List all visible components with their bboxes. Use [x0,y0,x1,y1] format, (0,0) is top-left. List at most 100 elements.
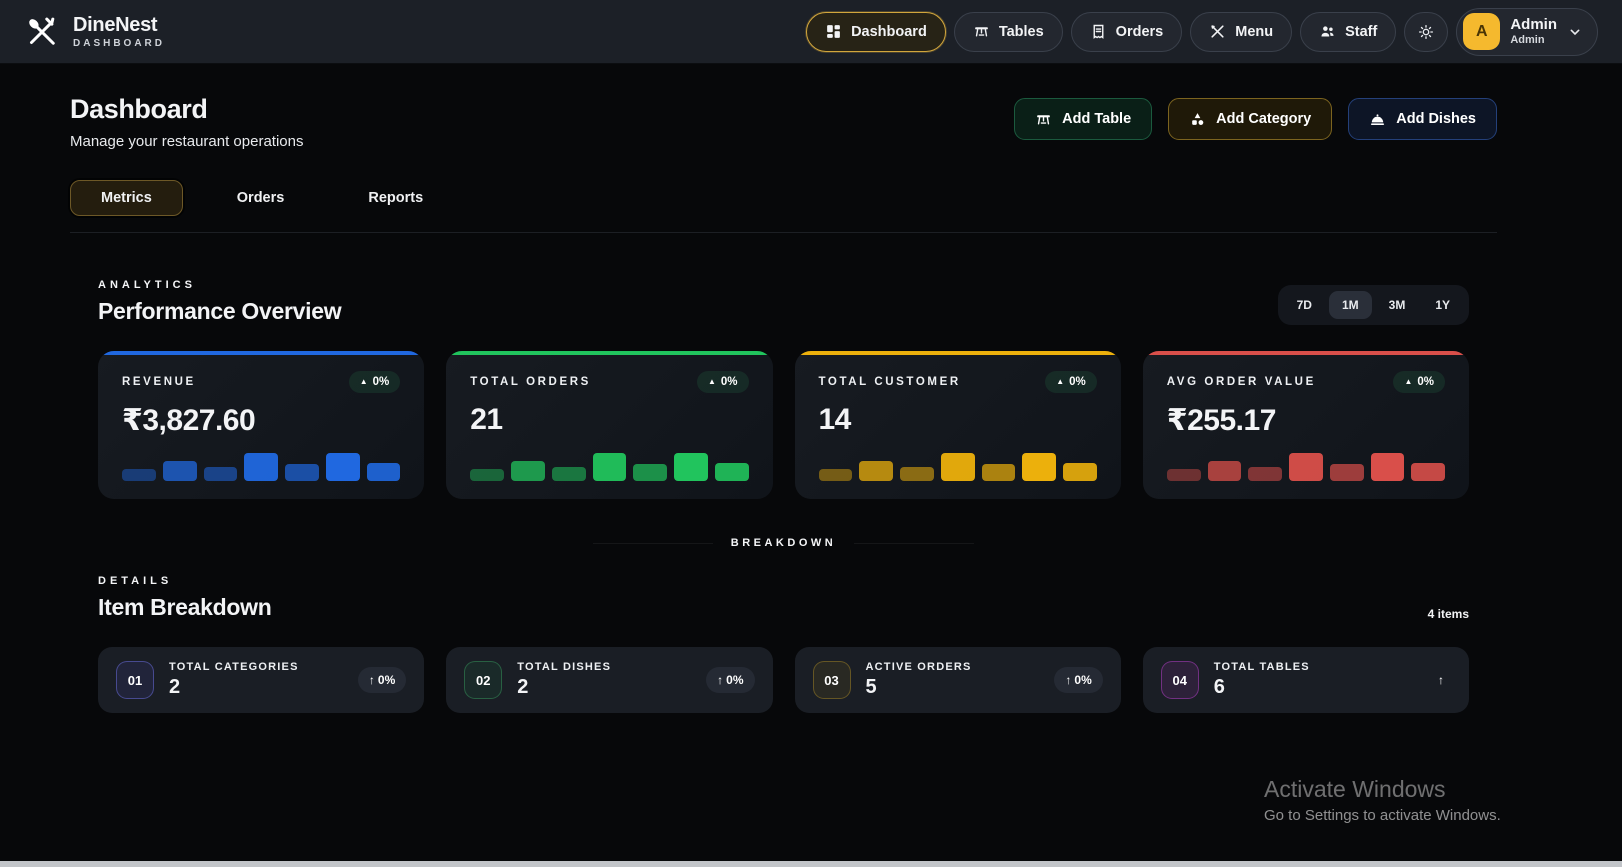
up-arrow-icon: ↑ [717,673,724,687]
profile-menu[interactable]: A Admin Admin [1456,7,1598,56]
spark-bar [981,463,1016,481]
metric-label: TOTAL CUSTOMER [818,376,961,388]
tab-metrics[interactable]: Metrics [70,180,183,216]
nav-item-label: Dashboard [851,23,927,40]
trend-badge: ↑ 0% [1054,667,1103,693]
metric-label: REVENUE [122,376,196,388]
index-badge: 03 [812,661,851,699]
page-header: Dashboard Manage your restaurant operati… [70,94,1497,150]
range-3m[interactable]: 3M [1388,298,1406,312]
trend-badge: ↑ 0% [706,667,755,693]
brand-name: DineNest [73,14,158,36]
card-accent-line [1142,351,1469,355]
up-triangle-icon: ▲ [359,377,368,386]
spark-bar [633,463,667,481]
trend-badge: ▲ 0% [348,371,401,393]
trend-badge: ↑ [1434,667,1451,693]
nav-item-dashboard[interactable]: Dashboard [806,11,946,52]
metric-card-total-customer: TOTAL CUSTOMER ▲ 0% 14 [794,351,1121,499]
breakdown-text: TOTAL TABLES 6 [1214,661,1310,699]
sparkline-bars [470,453,749,481]
sparkline-bars [1166,453,1445,481]
trend-badge: ▲ 0% [1393,371,1445,393]
nav-item-staff[interactable]: Staff [1300,11,1397,52]
up-arrow-icon: ↑ [1065,673,1072,687]
items-count: 4 items [1427,607,1469,621]
add-category-button[interactable]: Add Category [1168,98,1333,140]
trend-badge: ▲ 0% [1045,371,1097,393]
table-icon [1035,111,1052,128]
breakdown-label: ACTIVE ORDERS [865,661,972,673]
main-content: Dashboard Manage your restaurant operati… [70,94,1497,713]
header-actions: Add Table Add Category Add Dishes [1014,98,1497,140]
index-badge: 04 [1160,661,1199,699]
analytics-section: ANALYTICS Performance Overview 7D 1M 3M … [70,279,1497,499]
nav-item-label: Tables [998,23,1044,40]
spark-bar [470,469,504,481]
card-body: REVENUE ▲ 0% ₹3,827.60 [98,355,424,499]
trend-badge: ▲ 0% [696,371,749,393]
metric-value: ₹3,827.60 [122,404,256,437]
range-1m[interactable]: 1M [1328,291,1372,319]
horizontal-scrollbar[interactable] [0,861,1622,867]
add-dishes-button[interactable]: Add Dishes [1348,98,1497,140]
spark-bar [1248,467,1282,481]
spark-bar [674,453,708,481]
tab-orders[interactable]: Orders [236,190,285,206]
nav-item-tables[interactable]: Tables [953,11,1063,52]
breakdown-value: 6 [1213,676,1225,698]
spark-bar [325,453,360,481]
breakdown-text: TOTAL DISHES 2 [517,661,611,699]
nav-item-menu[interactable]: Menu [1190,11,1293,52]
nav-item-label: Menu [1235,23,1274,40]
up-triangle-icon: ▲ [1056,377,1065,386]
up-triangle-icon: ▲ [1404,377,1413,386]
time-range-selector: 7D 1M 3M 1Y [1277,285,1469,325]
range-1y[interactable]: 1Y [1435,298,1450,312]
breakdown-value: 5 [865,676,877,698]
breakdown-card-total-categories: 01 TOTAL CATEGORIES 2 ↑ 0% [98,647,425,713]
metric-card-total-orders: TOTAL ORDERS ▲ 0% 21 [446,351,773,499]
trend-value: 0% [1074,673,1092,687]
trend-value: 0% [726,673,744,687]
nav-item-orders[interactable]: Orders [1070,11,1183,52]
up-arrow-icon: ↑ [368,673,375,687]
spark-bar [511,461,545,481]
chevron-down-icon [1567,24,1583,40]
spark-bar [1329,463,1364,481]
breakdown-divider: BREAKDOWN [70,537,1497,549]
dashboard-tabs: Metrics Orders Reports [70,180,1497,233]
trend-value: 0% [372,376,390,388]
spark-bar [900,467,934,481]
metric-value: 14 [818,403,852,436]
details-eyebrow: DETAILS [98,575,173,587]
button-label: Add Table [1062,111,1132,127]
details-title: Item Breakdown [98,594,272,620]
spark-bar [551,467,586,481]
card-body: AVG ORDER VALUE ▲ 0% ₹255.17 [1143,355,1469,499]
divider-line [854,542,975,544]
receipt-icon [1090,23,1107,40]
breakdown-value: 2 [169,676,181,698]
utensils-icon [1209,23,1226,40]
card-body: TOTAL CUSTOMER ▲ 0% 14 [795,355,1121,499]
up-triangle-icon: ▲ [707,377,716,386]
spark-bar [285,463,319,481]
top-navbar: DineNest DASHBOARD Dashboard Tables Orde… [0,0,1622,64]
spark-bar [1370,453,1405,481]
brand: DineNest DASHBOARD [24,14,165,50]
profile-role: Admin [1510,33,1545,46]
theme-toggle-button[interactable] [1404,11,1449,52]
profile-name: Admin [1510,16,1557,34]
divider-label: BREAKDOWN [730,537,837,549]
spark-bar [122,469,156,481]
add-table-button[interactable]: Add Table [1014,98,1153,140]
spark-bar [244,453,278,481]
metric-label: AVG ORDER VALUE [1166,376,1316,388]
tab-reports[interactable]: Reports [368,190,424,206]
nav-item-label: Staff [1345,23,1378,40]
metric-value: 21 [470,403,503,436]
button-label: Add Category [1216,111,1312,127]
range-7d[interactable]: 7D [1296,298,1312,312]
breakdown-card-active-orders: 03 ACTIVE ORDERS 5 ↑ 0% [794,647,1121,713]
